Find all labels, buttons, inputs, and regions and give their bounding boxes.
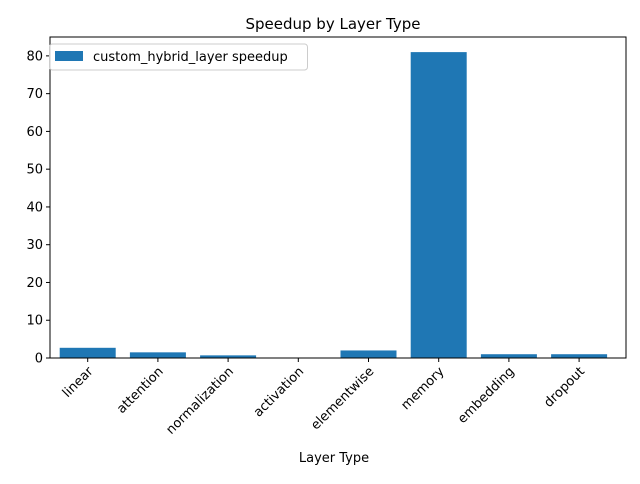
axes-frame bbox=[49, 36, 627, 359]
legend: custom_hybrid_layer speedup bbox=[49, 43, 308, 71]
y-axis: 0 10 20 30 40 50 60 70 80 bbox=[26, 49, 50, 367]
y-tick-label: 30 bbox=[26, 238, 43, 253]
y-tick-label: 50 bbox=[26, 163, 43, 178]
legend-box bbox=[49, 43, 308, 71]
x-axis-title: Layer Type bbox=[299, 451, 369, 466]
bar-normalization bbox=[200, 355, 257, 358]
y-tick-label: 60 bbox=[26, 125, 43, 140]
legend-swatch bbox=[55, 51, 83, 61]
legend-label: custom_hybrid_layer speedup bbox=[93, 50, 288, 65]
bar-embedding bbox=[480, 354, 537, 358]
bar-dropout bbox=[551, 354, 608, 358]
y-tick-label: 0 bbox=[35, 352, 43, 367]
bar-linear bbox=[59, 347, 116, 358]
y-tick-label: 70 bbox=[26, 87, 43, 102]
y-tick-label: 20 bbox=[26, 276, 43, 291]
chart-title: Speedup by Layer Type bbox=[245, 15, 420, 33]
y-tick-label: 10 bbox=[26, 314, 43, 329]
y-tick-label: 40 bbox=[26, 200, 43, 215]
bar-memory bbox=[410, 52, 467, 359]
y-tick-label: 80 bbox=[26, 49, 43, 64]
bar-attention bbox=[129, 352, 186, 358]
bars bbox=[59, 52, 608, 359]
bar-elementwise bbox=[340, 350, 397, 358]
